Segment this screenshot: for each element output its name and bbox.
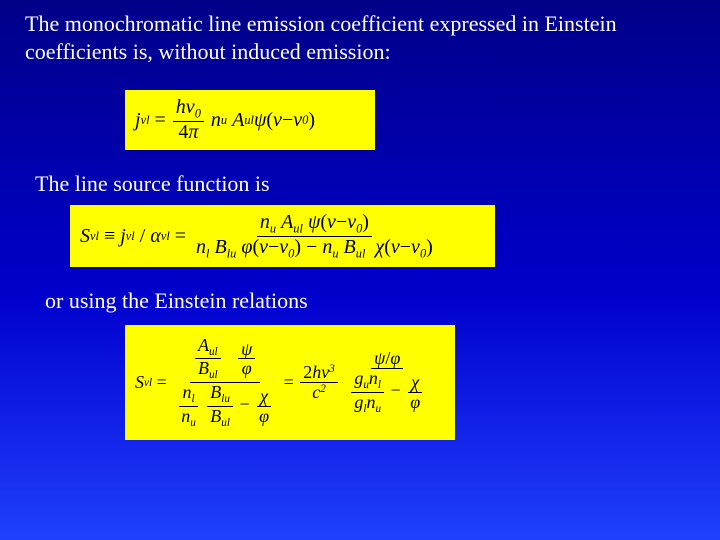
emission-coefficient-formula: jνl = hν0 4π nu Aul ψ(ν−ν0): [125, 90, 375, 150]
source-function-text: The line source function is: [35, 170, 270, 198]
formula-3-math: Sνl = AulBul ψφ nlnu BluBul − χφ = 2hν3: [135, 336, 430, 429]
einstein-relations-text: or using the Einstein relations: [45, 287, 308, 315]
formula-1-math: jνl = hν0 4π nu Aul ψ(ν−ν0): [135, 97, 315, 142]
intro-text: The monochromatic line emission coeffici…: [25, 10, 695, 65]
formula-2-math: Sνl ≡ jνl / ανl = nu Aul ψ(ν−ν0) nl Blu …: [80, 212, 438, 260]
source-function-formula: Sνl ≡ jνl / ανl = nu Aul ψ(ν−ν0) nl Blu …: [70, 205, 495, 267]
slide: The monochromatic line emission coeffici…: [0, 0, 720, 540]
einstein-relations-formula: Sνl = AulBul ψφ nlnu BluBul − χφ = 2hν3: [125, 325, 455, 440]
